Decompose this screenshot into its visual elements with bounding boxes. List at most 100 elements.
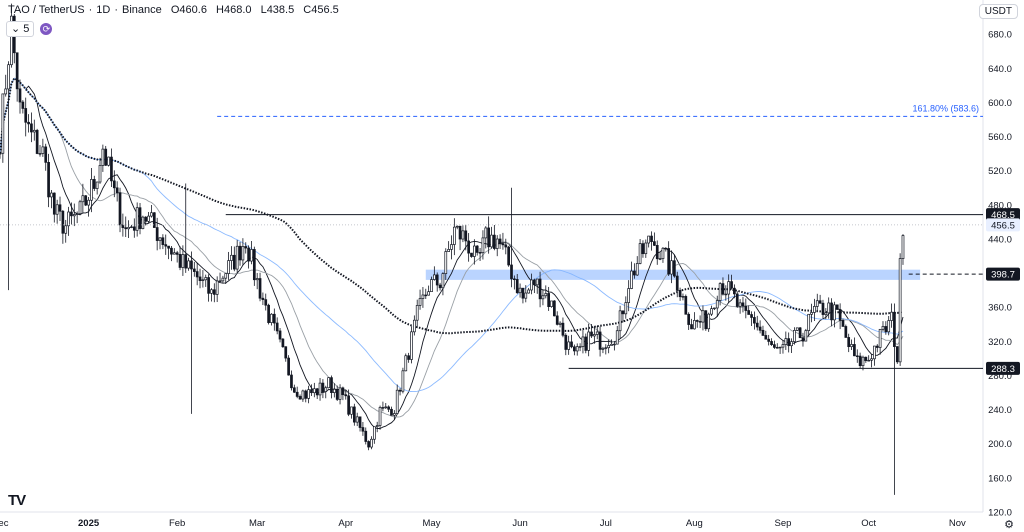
candle-up	[810, 312, 813, 315]
y-tick-label: 560.0	[988, 132, 1012, 143]
candle-up	[98, 165, 102, 183]
candle-up	[141, 216, 145, 229]
candle-up	[795, 327, 799, 331]
candle-down	[761, 329, 765, 336]
candle-up	[630, 270, 633, 289]
candle-up	[710, 308, 713, 315]
candle-down	[841, 320, 845, 327]
candle-down	[44, 146, 48, 163]
candle-up	[101, 148, 105, 166]
y-tick-label: 120.0	[988, 508, 1012, 519]
candle-down	[335, 388, 339, 400]
close-value: 456.5	[311, 4, 339, 16]
candle-down	[664, 247, 668, 250]
candle-up	[550, 300, 553, 307]
y-tick-label: 520.0	[988, 166, 1012, 177]
open-label: O	[170, 4, 180, 16]
candle-down	[533, 279, 536, 286]
candle-up	[378, 407, 382, 426]
candle-up	[624, 302, 628, 315]
candle-down	[290, 374, 293, 389]
currency-button[interactable]: USDT	[978, 4, 1018, 19]
candle-down	[247, 247, 250, 262]
candle-up	[41, 146, 45, 154]
candle-down	[341, 387, 345, 396]
candle-down	[501, 243, 505, 246]
tradingview-logo[interactable]: TV	[8, 492, 26, 509]
last-price-tag: 456.5	[991, 220, 1015, 231]
candle-down	[167, 245, 170, 249]
candle-up	[392, 413, 396, 416]
candle-down	[244, 246, 248, 249]
x-tick-label: Oct	[861, 518, 876, 529]
candle-down	[844, 326, 848, 338]
gear-icon[interactable]: ⚙	[1004, 519, 1014, 531]
candle-up	[235, 245, 239, 270]
candle-down	[27, 121, 30, 125]
candle-down	[24, 108, 28, 123]
candle-up	[738, 302, 742, 307]
candle-down	[675, 275, 679, 291]
candle-down	[164, 244, 168, 247]
candle-down	[470, 252, 473, 257]
candle-down	[893, 311, 896, 347]
candle-down	[510, 264, 513, 280]
candle-down	[673, 260, 676, 277]
candle-down	[15, 52, 19, 90]
candle-up	[627, 288, 631, 303]
x-tick-label: Jun	[512, 518, 527, 529]
candle-down	[367, 441, 370, 448]
candle-up	[453, 226, 456, 245]
moving-average-ma_slow	[0, 77, 904, 393]
candle-down	[207, 277, 210, 294]
indicators-toggle[interactable]: ⌄ 5	[6, 21, 35, 37]
x-tick-label: 2025	[78, 518, 100, 529]
refresh-icon[interactable]: ⟳	[40, 23, 53, 35]
interval[interactable]: 1D	[96, 4, 111, 16]
candle-down	[272, 313, 276, 324]
candle-up	[658, 258, 662, 260]
candle-down	[818, 300, 822, 304]
candle-down	[47, 162, 50, 198]
y-tick-label: 440.0	[988, 234, 1012, 245]
candle-up	[604, 347, 608, 349]
candle-down	[35, 129, 39, 154]
candle-up	[727, 281, 731, 295]
candle-down	[112, 180, 116, 189]
x-tick-label: Feb	[169, 518, 185, 529]
x-tick-label: Nov	[949, 518, 966, 529]
candle-up	[147, 215, 150, 222]
candle-up	[127, 226, 130, 230]
candle-down	[584, 336, 588, 351]
candle-up	[338, 387, 342, 400]
candle-up	[90, 179, 93, 201]
level-price-tag: 288.3	[991, 364, 1015, 375]
candle-down	[767, 338, 771, 342]
candle-down	[875, 345, 879, 348]
candle-down	[18, 88, 22, 103]
x-tick-label: May	[423, 518, 441, 529]
indicators-bar: ⌄ 5 ⟳	[6, 21, 53, 37]
candle-down	[132, 226, 136, 231]
symbol-name[interactable]: TAO / TetherUS	[8, 4, 85, 16]
candle-down	[381, 407, 385, 409]
candle-down	[264, 299, 268, 306]
candle-down	[770, 341, 773, 346]
candle-down	[855, 355, 859, 357]
candle-up	[890, 311, 893, 321]
candle-down	[504, 244, 508, 248]
candle-up	[593, 334, 596, 337]
candle-up	[670, 260, 673, 275]
candle-up	[355, 416, 359, 423]
candle-down	[30, 123, 33, 133]
level-price-tag: 468.5	[991, 210, 1015, 221]
candle-up	[790, 341, 793, 347]
candle-up	[901, 235, 905, 259]
candle-up	[824, 312, 828, 315]
x-tick-label: Jul	[600, 518, 612, 529]
candle-up	[375, 425, 379, 428]
candle-up	[861, 356, 865, 367]
high-value: 468.0	[223, 4, 252, 16]
candle-up	[793, 330, 796, 342]
